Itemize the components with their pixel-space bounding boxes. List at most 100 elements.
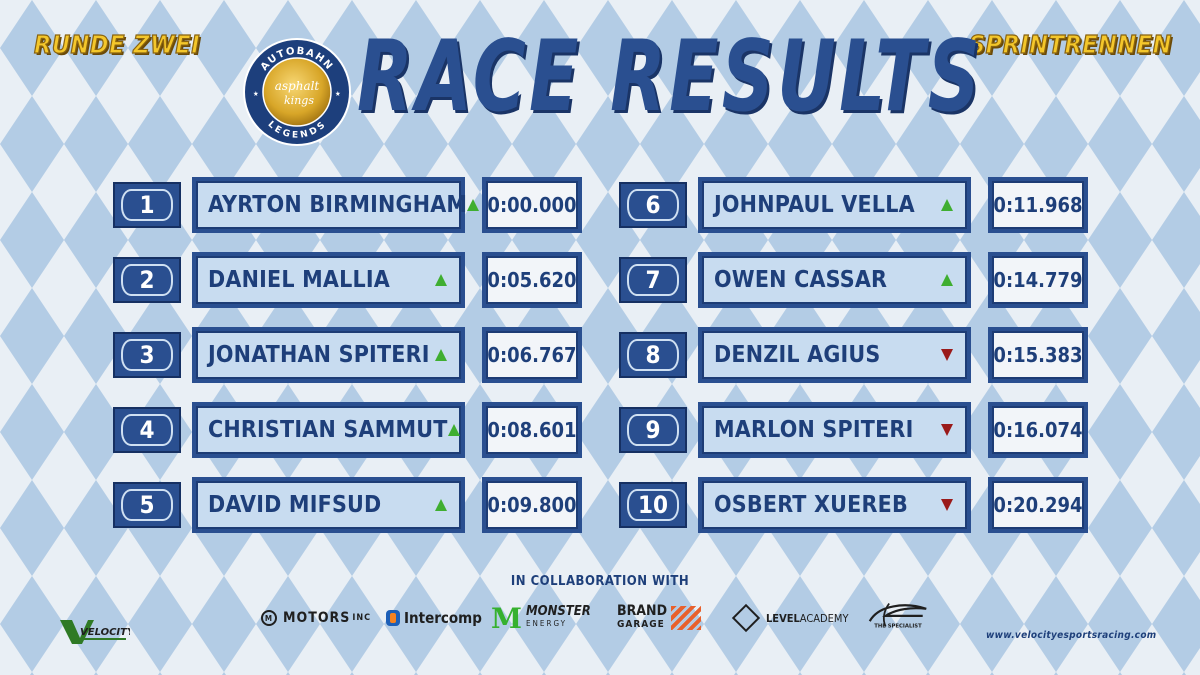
sponsor-the-specialist: THE SPECIALIST bbox=[868, 603, 927, 629]
position-number: 1 bbox=[121, 189, 173, 221]
position-up-arrow-icon bbox=[467, 199, 480, 211]
position-up-arrow-icon bbox=[435, 499, 447, 511]
star-icon: ★ bbox=[253, 90, 259, 98]
race-time: 0:16.074 bbox=[992, 406, 1084, 454]
race-time: 0:20.294 bbox=[992, 481, 1084, 529]
sponsor-specialist-text: THE SPECIALIST bbox=[874, 623, 922, 629]
position-number: 4 bbox=[121, 414, 173, 446]
driver-name: OSBERT XUEREB bbox=[714, 492, 908, 518]
position-number: 6 bbox=[627, 189, 679, 221]
position-number: 10 bbox=[627, 489, 679, 521]
time-plate: 0:16.074 bbox=[988, 402, 1088, 458]
position-number: 2 bbox=[121, 264, 173, 296]
position-up-arrow-icon bbox=[447, 424, 460, 436]
sponsor-brand-subtext: GARAGE bbox=[617, 619, 665, 630]
race-time: 0:14.779 bbox=[992, 256, 1084, 304]
position-badge: 7 bbox=[619, 257, 687, 303]
sponsor-brand-garage: BRAND GARAGE bbox=[617, 603, 702, 633]
sponsor-motors-inc: M MOTORS INC bbox=[261, 603, 371, 633]
position-badge: 1 bbox=[113, 182, 181, 228]
motors-icon: M bbox=[261, 610, 277, 626]
velocity-logo: VELOCITY bbox=[60, 620, 130, 644]
brand-stripes-icon bbox=[671, 606, 702, 630]
time-plate: 0:05.620 bbox=[482, 252, 582, 308]
time-plate: 0:09.800 bbox=[482, 477, 582, 533]
driver-name: CHRISTIAN SAMMUT bbox=[208, 417, 448, 443]
driver-name-plate: AYRTON BIRMINGHAM bbox=[192, 177, 480, 233]
position-down-arrow-icon bbox=[941, 499, 953, 511]
autobahn-legends-logo: AUTOBAHN LEGENDS asphalt kings ★ ★ bbox=[243, 38, 351, 146]
driver-name: DAVID MIFSUD bbox=[208, 492, 382, 518]
race-time: 0:06.767 bbox=[486, 331, 578, 379]
position-badge: 4 bbox=[113, 407, 181, 453]
sponsor-brand-text: BRAND bbox=[617, 603, 668, 619]
time-plate: 0:08.601 bbox=[482, 402, 582, 458]
position-badge: 8 bbox=[619, 332, 687, 378]
sponsor-monster-text: MONSTER bbox=[526, 604, 591, 619]
driver-name-plate: JONATHAN SPITERI bbox=[192, 327, 465, 383]
position-number: 7 bbox=[627, 264, 679, 296]
driver-name-plate: MARLON SPITERI bbox=[698, 402, 971, 458]
round-label: RUNDE ZWEI bbox=[33, 29, 201, 59]
driver-name-plate: CHRISTIAN SAMMUT bbox=[192, 402, 465, 458]
star-icon: ★ bbox=[335, 90, 341, 98]
sponsor-level-subtext: ACADEMY bbox=[799, 611, 849, 625]
collab-label: IN COLLABORATION WITH bbox=[510, 574, 690, 589]
position-badge: 10 bbox=[619, 482, 687, 528]
driver-name: OWEN CASSAR bbox=[714, 267, 888, 293]
position-badge: 5 bbox=[113, 482, 181, 528]
time-plate: 0:06.767 bbox=[482, 327, 582, 383]
position-up-arrow-icon bbox=[435, 349, 447, 361]
position-down-arrow-icon bbox=[941, 424, 953, 436]
level-academy-icon bbox=[731, 603, 761, 633]
race-time: 0:00.000 bbox=[486, 181, 578, 229]
position-down-arrow-icon bbox=[941, 349, 953, 361]
race-time: 0:05.620 bbox=[486, 256, 578, 304]
time-plate: 0:11.968 bbox=[988, 177, 1088, 233]
time-plate: 0:14.779 bbox=[988, 252, 1088, 308]
driver-name: AYRTON BIRMINGHAM bbox=[208, 192, 468, 218]
sponsor-level-academy: LEVEL ACADEMY bbox=[731, 603, 849, 633]
race-time: 0:09.800 bbox=[486, 481, 578, 529]
driver-name-plate: DAVID MIFSUD bbox=[192, 477, 465, 533]
driver-name: JOHNPAUL VELLA bbox=[714, 192, 915, 218]
position-number: 3 bbox=[121, 339, 173, 371]
race-time: 0:15.383 bbox=[992, 331, 1084, 379]
time-plate: 0:15.383 bbox=[988, 327, 1088, 383]
position-up-arrow-icon bbox=[941, 274, 953, 286]
position-number: 9 bbox=[627, 414, 679, 446]
driver-name: DANIEL MALLIA bbox=[208, 267, 391, 293]
driver-name-plate: DANIEL MALLIA bbox=[192, 252, 465, 308]
sponsor-intercomp: Intercomp bbox=[386, 603, 482, 633]
position-badge: 3 bbox=[113, 332, 181, 378]
monster-claw-icon: M bbox=[491, 601, 522, 635]
sponsor-motors-suffix: INC bbox=[352, 613, 372, 623]
sponsor-motors-text: MOTORS bbox=[283, 610, 351, 626]
logo-center-text-2: kings bbox=[284, 94, 314, 107]
position-badge: 9 bbox=[619, 407, 687, 453]
driver-name-plate: OSBERT XUEREB bbox=[698, 477, 971, 533]
driver-name: DENZIL AGIUS bbox=[714, 342, 881, 368]
race-time: 0:11.968 bbox=[992, 181, 1084, 229]
position-number: 5 bbox=[121, 489, 173, 521]
velocity-logo-text: VELOCITY bbox=[80, 627, 130, 638]
position-number: 8 bbox=[627, 339, 679, 371]
website-link[interactable]: www.velocityesportsracing.com bbox=[986, 630, 1157, 641]
race-type-label: SPRINTRENNEN bbox=[968, 29, 1172, 59]
intercomp-icon bbox=[386, 610, 400, 626]
race-time: 0:08.601 bbox=[486, 406, 578, 454]
sponsor-intercomp-text: Intercomp bbox=[404, 609, 482, 627]
driver-name-plate: JOHNPAUL VELLA bbox=[698, 177, 971, 233]
driver-name-plate: OWEN CASSAR bbox=[698, 252, 971, 308]
position-up-arrow-icon bbox=[941, 199, 953, 211]
driver-name-plate: DENZIL AGIUS bbox=[698, 327, 971, 383]
position-badge: 2 bbox=[113, 257, 181, 303]
driver-name: MARLON SPITERI bbox=[714, 417, 914, 443]
sponsor-monster-subtext: ENERGY bbox=[526, 619, 568, 628]
driver-name: JONATHAN SPITERI bbox=[208, 342, 430, 368]
sponsor-monster-energy: M MONSTER ENERGY bbox=[491, 601, 591, 635]
time-plate: 0:00.000 bbox=[482, 177, 582, 233]
position-up-arrow-icon bbox=[435, 274, 447, 286]
logo-center-text-1: asphalt bbox=[275, 79, 320, 93]
page-title: RACE RESULTS bbox=[357, 20, 984, 134]
